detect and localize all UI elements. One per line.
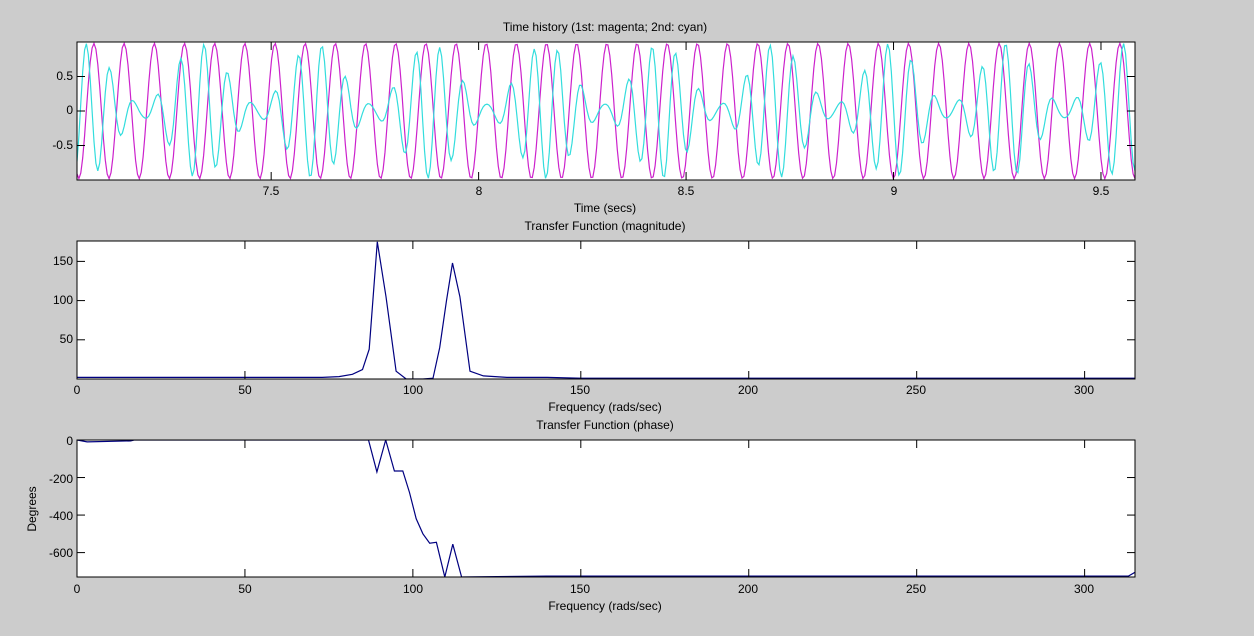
axes-background (77, 241, 1135, 379)
x-tick-label: 100 (402, 582, 424, 596)
x-tick-label: 100 (402, 383, 424, 397)
y-tick-label: 0 (66, 434, 73, 448)
axes-frame (76, 240, 1136, 380)
x-tick-label: 200 (737, 582, 759, 596)
y-tick-label: 100 (52, 293, 73, 307)
phase-series-line (77, 440, 1135, 577)
axes-background (77, 42, 1135, 180)
x-tick-label: 250 (905, 383, 927, 397)
1st-series-line (77, 42, 1135, 180)
time-history-xlabel: Time (secs) (573, 201, 637, 215)
x-tick-label: 50 (238, 582, 252, 596)
x-tick-label: 8 (475, 184, 483, 198)
magnitude-axes (76, 240, 1136, 380)
y-tick-label: 150 (52, 254, 73, 268)
time-history-axes (76, 41, 1136, 181)
x-tick-label: 200 (737, 383, 759, 397)
x-tick-label: 150 (569, 582, 591, 596)
x-tick-label: 8.5 (677, 184, 695, 198)
magnitude-xlabel: Frequency (rads/sec) (548, 400, 662, 414)
y-tick-label: -0.5 (52, 138, 73, 152)
x-tick-label: 0 (73, 383, 81, 397)
2nd-series-line (77, 42, 1135, 179)
x-tick-label: 9 (890, 184, 898, 198)
y-tick-label: -400 (48, 509, 73, 523)
y-tick-label: -200 (48, 472, 73, 486)
axes-frame (76, 439, 1136, 578)
x-tick-label: 50 (238, 383, 252, 397)
time-history-title: Time history (1st: magenta; 2nd: cyan) (502, 20, 708, 34)
y-tick-label: -600 (48, 546, 73, 560)
y-tick-label: 0 (66, 103, 73, 117)
y-tick-label: 50 (59, 332, 73, 346)
x-tick-label: 9.5 (1092, 184, 1110, 198)
x-tick-label: 150 (569, 383, 591, 397)
y-tick-label: 0.5 (56, 69, 73, 83)
phase-axes (76, 439, 1136, 578)
axes-background (77, 440, 1135, 577)
x-tick-label: 250 (905, 582, 927, 596)
phase-xlabel: Frequency (rads/sec) (548, 599, 662, 613)
magnitude-title: Transfer Function (magnitude) (524, 219, 686, 233)
phase-title: Transfer Function (phase) (536, 418, 674, 432)
x-tick-label: 300 (1073, 582, 1095, 596)
x-tick-label: 0 (73, 582, 81, 596)
x-tick-label: 300 (1073, 383, 1095, 397)
x-tick-label: 7.5 (262, 184, 280, 198)
